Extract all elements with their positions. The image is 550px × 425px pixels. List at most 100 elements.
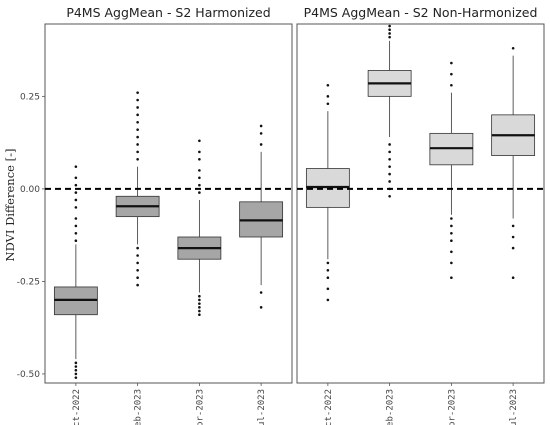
outlier-point <box>450 72 453 76</box>
outlier-point <box>450 61 453 65</box>
x-tick-label: Jul-2023 <box>257 389 267 425</box>
x-tick-label: Feb-2023 <box>386 389 396 425</box>
outlier-point <box>198 191 201 194</box>
y-tick-label: -0.50 <box>17 370 41 380</box>
outlier-point <box>388 28 391 32</box>
box-apr-2023 <box>429 61 474 280</box>
outlier-point <box>74 231 78 235</box>
outlier-point <box>136 269 139 272</box>
outlier-point <box>136 283 139 287</box>
outlier-point <box>74 217 78 220</box>
outlier-point <box>136 254 139 257</box>
outlier-point <box>136 91 139 94</box>
outlier-point <box>326 298 330 302</box>
y-axis-ticks: 0.25 0.00 -0.25 -0.50 <box>17 92 45 380</box>
box-oct-2022 <box>53 165 98 379</box>
outlier-point <box>450 250 453 254</box>
outlier-point <box>136 106 139 109</box>
outlier-point <box>136 246 139 250</box>
outlier-point <box>74 372 78 376</box>
outlier-point <box>74 368 78 372</box>
outlier-point <box>198 294 201 298</box>
outlier-point <box>326 83 330 87</box>
box-jul-2023 <box>491 46 536 280</box>
outlier-point <box>136 135 139 139</box>
outlier-point <box>198 183 201 187</box>
outlier-point <box>136 276 139 280</box>
outlier-point <box>326 261 330 265</box>
outlier-point <box>388 32 391 35</box>
outlier-point <box>259 291 263 294</box>
outlier-point <box>136 120 139 124</box>
panel-title: P4MS AggMean - S2 Non-Harmonized <box>304 5 538 20</box>
outlier-point <box>198 298 201 302</box>
outlier-point <box>74 165 78 168</box>
x-tick-label: Jul-2023 <box>509 389 519 425</box>
x-tick-label: Feb-2023 <box>134 389 144 425</box>
y-tick-label: 0.25 <box>20 92 40 102</box>
outlier-point <box>198 306 201 309</box>
outlier-point <box>388 24 391 28</box>
outlier-point <box>74 365 78 368</box>
outlier-point <box>388 180 391 183</box>
outlier-point <box>198 169 201 172</box>
outlier-point <box>136 113 139 117</box>
outlier-point <box>388 194 391 198</box>
x-tick-label: Oct-2022 <box>324 389 334 425</box>
y-tick-label: -0.25 <box>17 277 40 287</box>
outlier-point <box>74 183 78 187</box>
box-feb-2023 <box>367 24 412 198</box>
box-feb-2023 <box>115 91 160 287</box>
outlier-point <box>326 287 330 291</box>
panel-title: P4MS AggMean - S2 Harmonized <box>66 5 270 20</box>
outlier-point <box>326 276 330 280</box>
x-tick-label: Oct-2022 <box>72 389 82 425</box>
outlier-point <box>326 102 330 106</box>
outlier-point <box>198 313 201 317</box>
x-tick-label: Apr-2023 <box>195 389 205 425</box>
y-axis-label: NDVI Difference [-] <box>3 149 17 262</box>
outlier-point <box>136 157 139 161</box>
outlier-point <box>326 269 330 272</box>
outlier-point <box>388 172 391 176</box>
outlier-point <box>511 235 515 239</box>
outlier-point <box>388 157 391 161</box>
box-jul-2023 <box>239 124 284 309</box>
x-tick-label: Apr-2023 <box>447 389 457 425</box>
outlier-point <box>136 98 139 102</box>
outlier-point <box>74 361 78 365</box>
outlier-point <box>388 143 391 146</box>
outlier-point <box>198 139 201 143</box>
outlier-point <box>259 306 263 309</box>
panels-layer: P4MS AggMean - S2 Harmonized Oct-2022 Feb-… <box>44 5 545 425</box>
outlier-point <box>198 302 201 305</box>
outlier-point <box>450 231 453 235</box>
outlier-point <box>511 224 515 228</box>
outlier-point <box>74 198 78 202</box>
outlier-point <box>259 124 263 128</box>
outlier-point <box>198 150 201 154</box>
outlier-point <box>198 309 201 313</box>
outlier-point <box>74 191 78 194</box>
outlier-point <box>259 132 263 135</box>
outlier-point <box>136 143 139 146</box>
outlier-point <box>74 224 78 228</box>
outlier-point <box>511 246 515 250</box>
y-tick-label: 0.00 <box>20 185 40 195</box>
outlier-point <box>511 46 515 50</box>
outlier-point <box>136 150 139 154</box>
outlier-point <box>198 176 201 180</box>
outlier-point <box>136 128 139 131</box>
outlier-point <box>388 150 391 154</box>
outlier-point <box>450 217 453 220</box>
outlier-point <box>388 35 391 39</box>
outlier-point <box>74 176 78 180</box>
outlier-point <box>450 224 453 228</box>
outlier-point <box>511 276 515 280</box>
outlier-point <box>450 276 453 280</box>
outlier-point <box>136 261 139 265</box>
panel-2: P4MS AggMean - S2 Non-Harmonized Oct-2022… <box>296 5 545 425</box>
outlier-point <box>450 239 453 242</box>
outlier-point <box>450 261 453 265</box>
